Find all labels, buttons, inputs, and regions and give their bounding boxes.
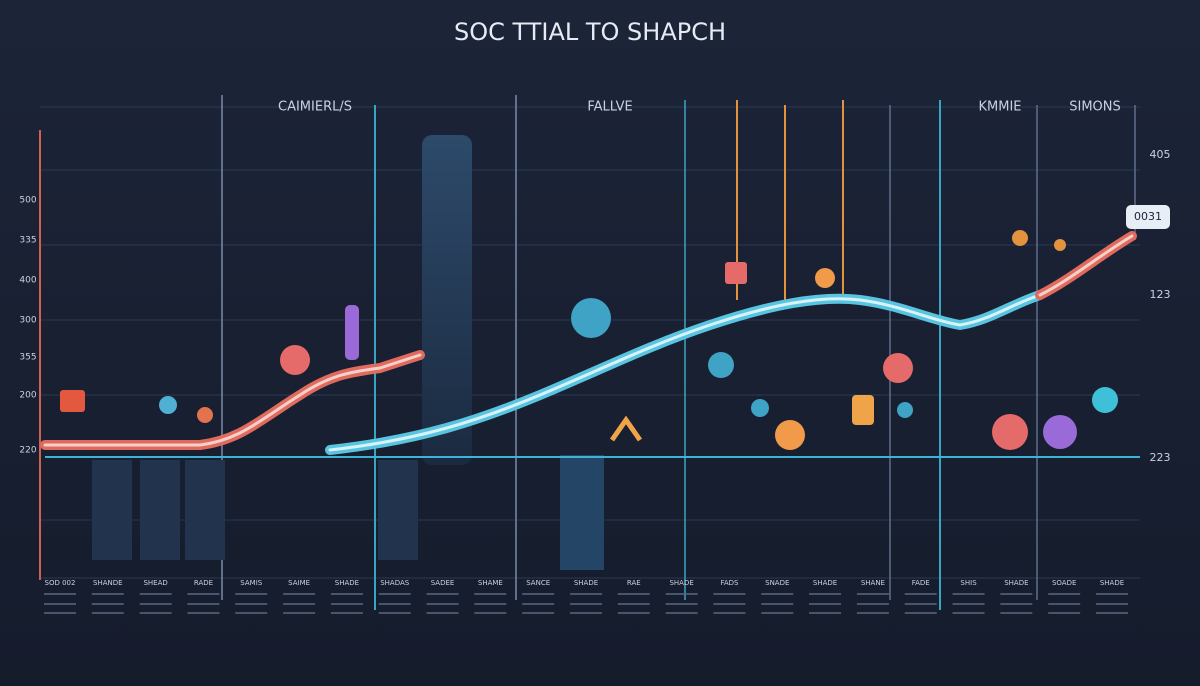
bottom-label: SHADE bbox=[574, 579, 598, 587]
bottom-label: SHAME bbox=[478, 579, 503, 587]
icons bbox=[60, 230, 1118, 450]
bottom-label: SOD 002 bbox=[45, 579, 76, 587]
bottom-label: SANCE bbox=[526, 579, 550, 587]
section-label: FALLVE bbox=[587, 100, 632, 115]
title: SOC TTIAL TO SHAPCH bbox=[454, 18, 726, 46]
right-label: 405 bbox=[1150, 148, 1171, 161]
columns bbox=[92, 135, 604, 570]
right-label: 123 bbox=[1150, 288, 1171, 301]
right-label: 223 bbox=[1150, 451, 1171, 464]
bottom-label: SHADE bbox=[669, 579, 693, 587]
section-label: SIMONS bbox=[1069, 100, 1121, 115]
section-label: CAIMIERL/S bbox=[278, 100, 352, 115]
bottom-label: RADE bbox=[194, 579, 213, 587]
left-label: 200 bbox=[19, 391, 36, 401]
bottom-label: SADEE bbox=[431, 579, 455, 587]
bottom-label: FADS bbox=[720, 579, 739, 587]
bottom-label: SAIME bbox=[288, 579, 310, 587]
grid bbox=[39, 95, 1140, 610]
bottom-label: SHADE bbox=[813, 579, 837, 587]
right-label: 0031 bbox=[1134, 210, 1162, 223]
bottom-label: SNADE bbox=[765, 579, 789, 587]
left-label: 335 bbox=[19, 236, 36, 246]
bottom-label: SHADE bbox=[1100, 579, 1124, 587]
left-label: 500 bbox=[19, 196, 36, 206]
bottom-label: FADE bbox=[912, 579, 930, 587]
bottom-label: SHANDE bbox=[93, 579, 123, 587]
section-label: KMMIE bbox=[978, 100, 1021, 115]
bottom-label: SHADE bbox=[335, 579, 359, 587]
bottom-label: RAE bbox=[627, 579, 641, 587]
bottom-label: SHANE bbox=[861, 579, 885, 587]
left-label: 355 bbox=[19, 353, 36, 363]
bottom-label: SHADE bbox=[1004, 579, 1028, 587]
bottom-label: SHADAS bbox=[380, 579, 410, 587]
trend bbox=[40, 231, 1137, 455]
badge bbox=[1126, 205, 1170, 229]
bottom-label: SAMIS bbox=[240, 579, 262, 587]
left-label: 300 bbox=[19, 316, 36, 326]
left-label: 220 bbox=[19, 446, 36, 456]
bottom-label: SHEAD bbox=[143, 579, 167, 587]
left-label: 400 bbox=[19, 276, 36, 286]
bottom-label: SOADE bbox=[1052, 579, 1076, 587]
bottom-label: SHIS bbox=[960, 579, 977, 587]
